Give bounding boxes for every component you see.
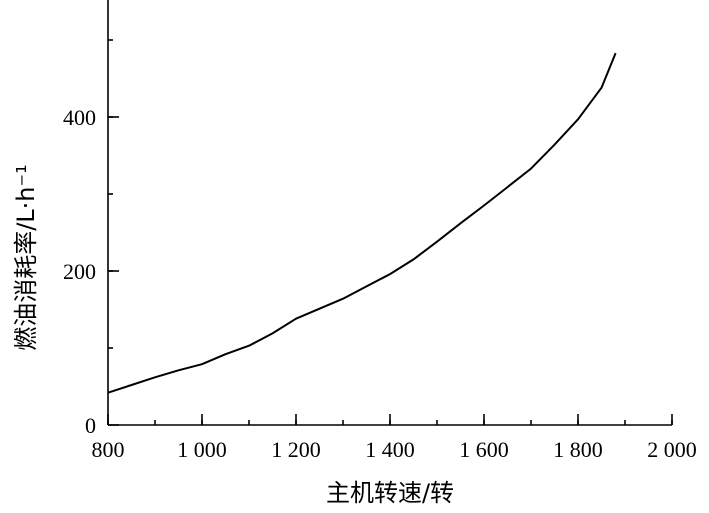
x-tick-label: 800 xyxy=(92,437,125,462)
y-tick-label: 200 xyxy=(63,259,96,284)
x-tick-label: 1 600 xyxy=(459,437,509,462)
fuel-consumption-series-line xyxy=(107,52,617,394)
x-tick-label: 1 200 xyxy=(271,437,321,462)
x-tick-label: 1 000 xyxy=(177,437,227,462)
x-axis: 800 1 000 1 200 1 400 1 600 1 800 2 000 xyxy=(92,414,697,462)
series-layer xyxy=(107,52,617,394)
x-tick-label: 2 000 xyxy=(647,437,697,462)
y-ticks: 0 200 400 xyxy=(63,39,119,438)
x-tick-label: 1 400 xyxy=(365,437,415,462)
y-tick-label: 0 xyxy=(85,413,96,438)
y-axis: 0 200 400 xyxy=(63,0,119,438)
y-tick-label: 400 xyxy=(63,105,96,130)
y-axis-title: 燃油消耗率/L·h⁻¹ xyxy=(12,164,40,351)
x-axis-title: 主机转速/转 xyxy=(326,479,454,507)
x-ticks: 800 1 000 1 200 1 400 1 600 1 800 2 000 xyxy=(92,414,697,462)
x-tick-label: 1 800 xyxy=(553,437,603,462)
